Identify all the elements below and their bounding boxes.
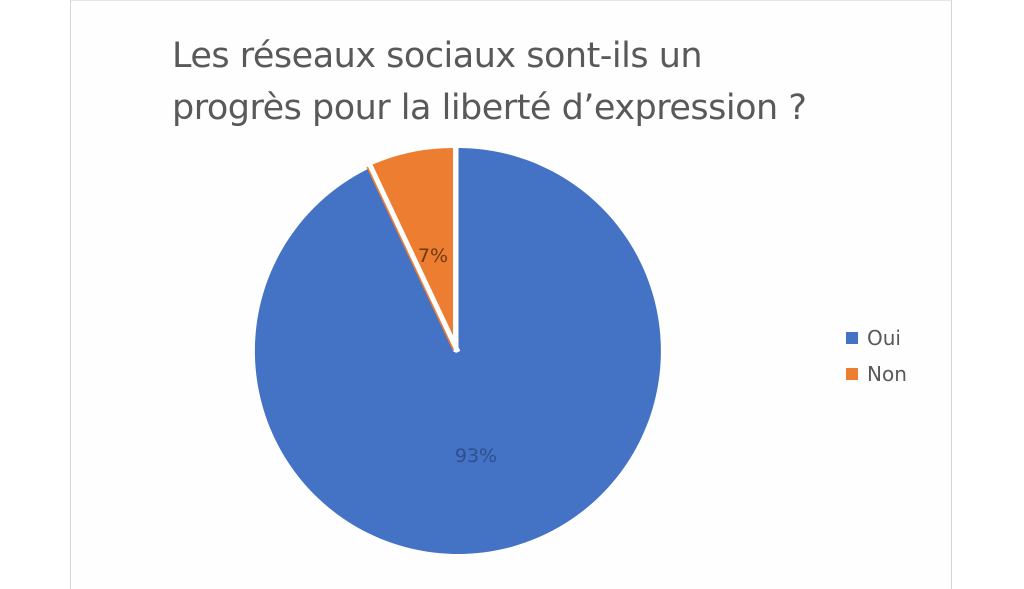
- chart-title-line-2: progrès pour la liberté d’expression ?: [172, 88, 807, 128]
- legend-swatch-non: [846, 368, 858, 380]
- legend-label-non: Non: [867, 362, 907, 386]
- chart-legend: Oui Non: [846, 320, 907, 392]
- legend-swatch-oui: [846, 332, 858, 344]
- data-label-non: 7%: [418, 245, 448, 267]
- chart-title-line-1: Les réseaux sociaux sont-ils un: [172, 36, 703, 76]
- slice-separator: [366, 161, 461, 354]
- legend-item-oui[interactable]: Oui: [846, 320, 907, 356]
- legend-item-non[interactable]: Non: [846, 356, 907, 392]
- chart-title: Les réseaux sociaux sont-ils un progrès …: [172, 30, 892, 134]
- legend-label-oui: Oui: [867, 326, 901, 350]
- data-label-oui: 93%: [455, 445, 497, 467]
